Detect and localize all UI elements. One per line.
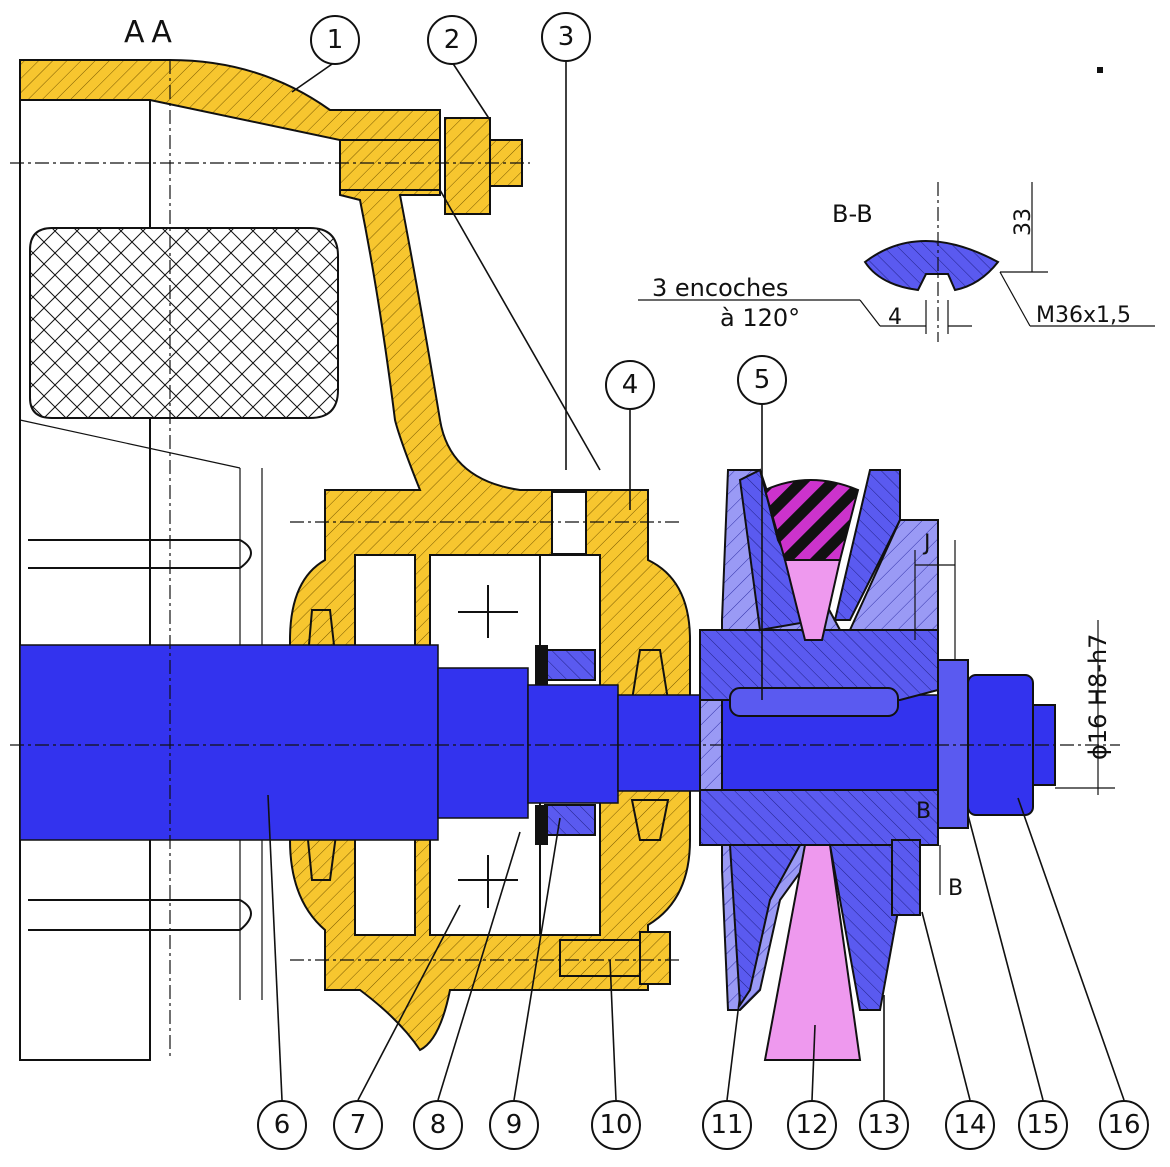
cut-mark-b1: B [916, 799, 931, 824]
dim-notch-width: 4 [888, 305, 902, 330]
notch-note-line2: à 120° [720, 304, 800, 332]
callout-10: 10 [591, 1100, 641, 1150]
notch-note-line1: 3 encoches [652, 274, 788, 302]
callout-6: 6 [257, 1100, 307, 1150]
fit-spec: ϕ16 H8-h7 [1084, 634, 1112, 760]
belt-part-12 [763, 479, 862, 1061]
shaft-part-6 [19, 644, 979, 841]
cut-mark-b2: B [948, 876, 963, 901]
svg-text:3: 3 [558, 22, 575, 52]
callout-13: 13 [859, 1100, 909, 1150]
svg-text:1: 1 [327, 25, 344, 55]
callout-4: 4 [605, 360, 655, 410]
section-label: B-B [832, 200, 873, 228]
callout-1: 1 [310, 15, 360, 65]
motor-frame [19, 59, 339, 1061]
svg-text:2: 2 [444, 25, 461, 55]
plus-marks [458, 585, 518, 908]
svg-text:14: 14 [953, 1110, 986, 1140]
nut-part-2 [444, 117, 523, 215]
svg-text:8: 8 [430, 1110, 447, 1140]
callout-8: 8 [413, 1100, 463, 1150]
leader-lines [267, 61, 1125, 1101]
dim-height: 33 [1011, 208, 1036, 236]
callout-2: 2 [427, 15, 477, 65]
callout-3: 3 [541, 12, 591, 62]
callout-16: 16 [1099, 1100, 1149, 1150]
callout-12: 12 [787, 1100, 837, 1150]
svg-text:7: 7 [350, 1110, 367, 1140]
key-part-5 [729, 687, 899, 717]
view-label: AA [124, 15, 178, 50]
svg-text:5: 5 [754, 365, 771, 395]
center-axes [10, 60, 1120, 1060]
dim-j: J [922, 531, 931, 556]
callout-9: 9 [489, 1100, 539, 1150]
svg-text:15: 15 [1026, 1110, 1059, 1140]
section-b-b [638, 67, 1155, 342]
screw-part-10 [559, 931, 671, 985]
callout-7: 7 [333, 1100, 383, 1150]
dimension-lines [914, 540, 1115, 895]
svg-text:10: 10 [599, 1110, 632, 1140]
callout-5: 5 [737, 355, 787, 405]
svg-text:16: 16 [1107, 1110, 1140, 1140]
callout-15: 15 [1018, 1100, 1068, 1150]
screw-part-14 [891, 839, 921, 916]
svg-text:12: 12 [795, 1110, 828, 1140]
thread-spec: M36x1,5 [1036, 303, 1131, 328]
bearing-ring-part-9 [535, 645, 596, 845]
svg-text:4: 4 [622, 370, 639, 400]
svg-text:11: 11 [710, 1110, 743, 1140]
svg-text:13: 13 [867, 1110, 900, 1140]
callout-14: 14 [945, 1100, 995, 1150]
callout-11: 11 [702, 1100, 752, 1150]
svg-text:6: 6 [274, 1110, 291, 1140]
nut-part-16 [937, 659, 1056, 829]
svg-text:9: 9 [506, 1110, 523, 1140]
